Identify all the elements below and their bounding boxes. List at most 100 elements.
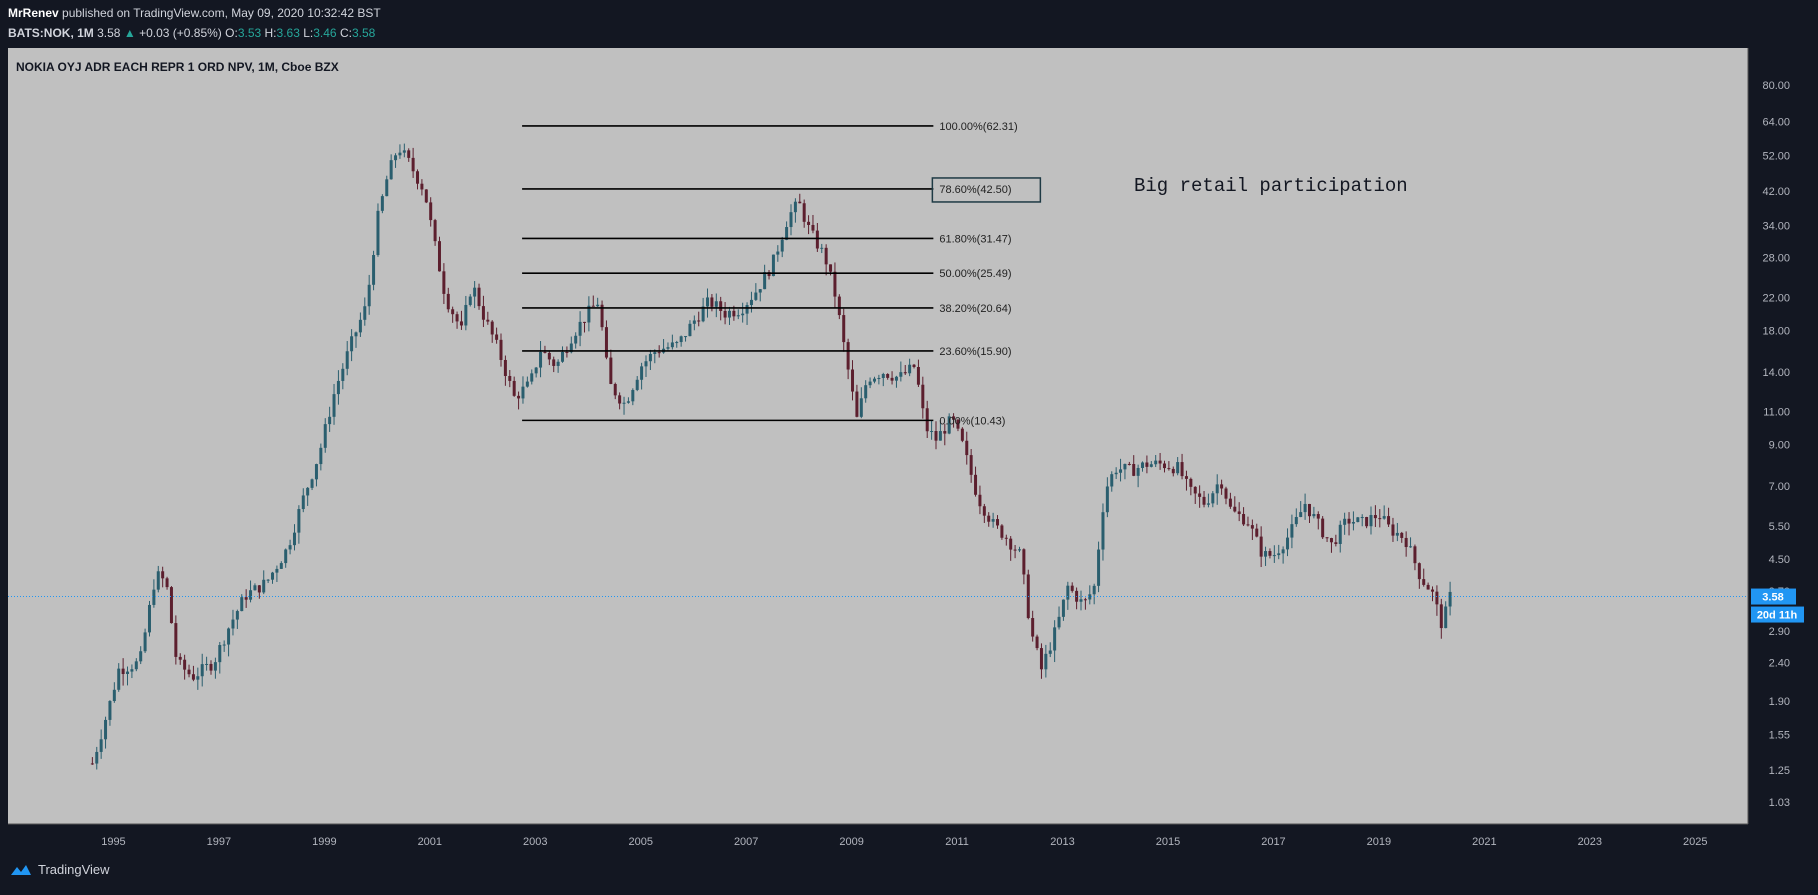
candle-body <box>631 389 635 402</box>
plot-area[interactable] <box>8 48 1748 824</box>
candle-body <box>1162 463 1166 469</box>
candle-body <box>1409 546 1413 548</box>
candle-body <box>1369 515 1373 527</box>
candle-body <box>1132 464 1136 476</box>
candle-body <box>1198 493 1202 497</box>
price-tick-label: 14.00 <box>1762 367 1790 379</box>
candle-body <box>978 494 982 507</box>
candle-body <box>121 668 125 675</box>
chart-title: NOKIA OYJ ADR EACH REPR 1 ORD NPV, 1M, C… <box>16 60 339 74</box>
candle-body <box>257 585 261 593</box>
candle-body <box>1202 496 1206 505</box>
candle-body <box>670 342 674 348</box>
annotation-text[interactable]: Big retail participation <box>1134 175 1408 197</box>
candle-body <box>820 247 824 249</box>
candle-body <box>1316 514 1320 519</box>
candle-body <box>736 315 740 317</box>
candle-body <box>143 632 147 652</box>
candle-body <box>1378 518 1382 520</box>
price-tick-label: 9.00 <box>1769 440 1790 452</box>
candle-body <box>442 271 446 294</box>
candle-body <box>495 334 499 340</box>
fib-level-label: 78.60%(42.50) <box>939 184 1011 196</box>
candle-body <box>908 364 912 374</box>
candle-body <box>398 152 402 156</box>
candle-body <box>1233 506 1237 512</box>
candle-body <box>565 351 569 353</box>
candle-body <box>582 321 586 323</box>
candle-body <box>868 381 872 386</box>
candle-body <box>437 241 441 272</box>
tradingview-logo[interactable]: TradingView <box>10 862 110 877</box>
candle-body <box>1220 484 1224 489</box>
candle-body <box>1286 537 1290 550</box>
candle-body <box>771 254 775 277</box>
candle-body <box>95 751 99 764</box>
candle-body <box>1246 524 1250 526</box>
close-value: 3.58 <box>351 26 376 40</box>
time-tick-label: 2015 <box>1156 836 1180 848</box>
candle-body <box>877 377 881 379</box>
candle-body <box>723 310 727 318</box>
candle-body <box>187 669 191 675</box>
candle-body <box>604 327 608 358</box>
candle-body <box>227 628 231 645</box>
candle-body <box>249 590 253 600</box>
candle-body <box>292 532 296 546</box>
candle-body <box>859 398 863 417</box>
candle-body <box>851 369 855 392</box>
candle-body <box>328 416 332 425</box>
candle-body <box>499 339 503 360</box>
candle-body <box>486 319 490 322</box>
price-axis-bg[interactable] <box>1748 48 1818 854</box>
countdown-tag <box>1751 606 1804 623</box>
time-tick-label: 2003 <box>523 836 547 848</box>
candle-body <box>1268 551 1272 556</box>
candle-body <box>367 284 371 307</box>
candle-body <box>640 366 644 380</box>
candle-body <box>1272 555 1276 557</box>
candle-body <box>152 589 156 605</box>
candle-body <box>1184 476 1188 479</box>
candle-body <box>350 336 354 352</box>
candle-body <box>104 719 108 740</box>
candle-body <box>1426 584 1430 590</box>
candle-body <box>1343 518 1347 525</box>
candle-body <box>1395 532 1399 536</box>
candle-body <box>785 227 789 240</box>
candle-body <box>1444 606 1448 629</box>
candle-body <box>1031 618 1035 637</box>
candle-body <box>1070 585 1074 591</box>
candle-body <box>389 160 393 180</box>
candle-body <box>912 364 916 367</box>
author-name[interactable]: MrRenev <box>8 6 59 20</box>
candle-body <box>521 386 525 399</box>
candle-body <box>1321 518 1325 538</box>
candle-body <box>213 662 217 671</box>
candle-body <box>622 402 626 404</box>
fib-retracement[interactable]: 100.00%(62.31) 78.60%(42.50) 61.80%(31.47)… <box>522 121 1042 427</box>
price-tick-label: 52.00 <box>1762 151 1790 163</box>
candle-body <box>789 212 793 228</box>
candle-body <box>1022 549 1026 575</box>
candle-body <box>407 150 411 158</box>
symbol-label[interactable]: BATS:NOK, 1M <box>8 26 94 40</box>
candle-body <box>934 431 938 441</box>
candle-body <box>451 309 455 315</box>
candle-body <box>811 224 815 231</box>
candle-body <box>420 183 424 190</box>
candle-body <box>938 431 942 441</box>
high-value: 3.63 <box>276 26 300 40</box>
time-tick-label: 1999 <box>312 836 336 848</box>
candle-body <box>1413 546 1417 564</box>
price-chart[interactable]: 100.00%(62.31) 78.60%(42.50) 61.80%(31.47)… <box>0 48 1818 854</box>
candle-body <box>1189 478 1193 487</box>
candle-body <box>587 305 591 323</box>
candle-body <box>1215 484 1219 494</box>
candle-body <box>416 171 420 184</box>
candle-body <box>556 361 560 366</box>
candle-body <box>134 661 138 670</box>
candle-body <box>996 519 1000 526</box>
time-tick-label: 2023 <box>1578 836 1602 848</box>
candle-body <box>341 368 345 381</box>
